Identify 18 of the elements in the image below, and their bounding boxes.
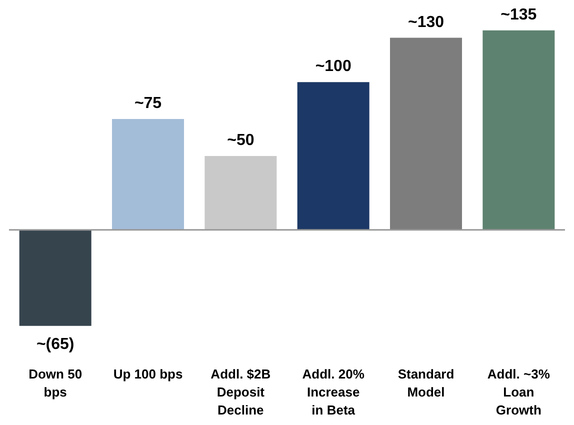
bar <box>297 82 370 230</box>
data-label: ~130 <box>408 14 444 31</box>
bar <box>482 30 555 230</box>
x-tick-label: Addl. 20% Increase in Beta <box>302 366 365 418</box>
data-label: ~135 <box>500 6 537 24</box>
x-tick-label: Addl. $2B Deposit Decline <box>210 366 271 418</box>
bar <box>112 119 184 230</box>
x-tick-label: Addl. ~3% Loan Growth <box>487 366 550 418</box>
data-label: ~100 <box>315 58 352 76</box>
data-label: ~(65) <box>36 336 74 353</box>
data-label: ~75 <box>134 95 162 112</box>
bar <box>390 38 462 230</box>
x-tick-label: Standard Model <box>398 366 454 400</box>
data-label: ~50 <box>227 132 254 149</box>
x-tick-label: Down 50 bps <box>28 366 82 400</box>
bar <box>19 230 92 326</box>
x-tick-label: Up 100 bps <box>113 366 183 382</box>
bar <box>204 156 277 230</box>
